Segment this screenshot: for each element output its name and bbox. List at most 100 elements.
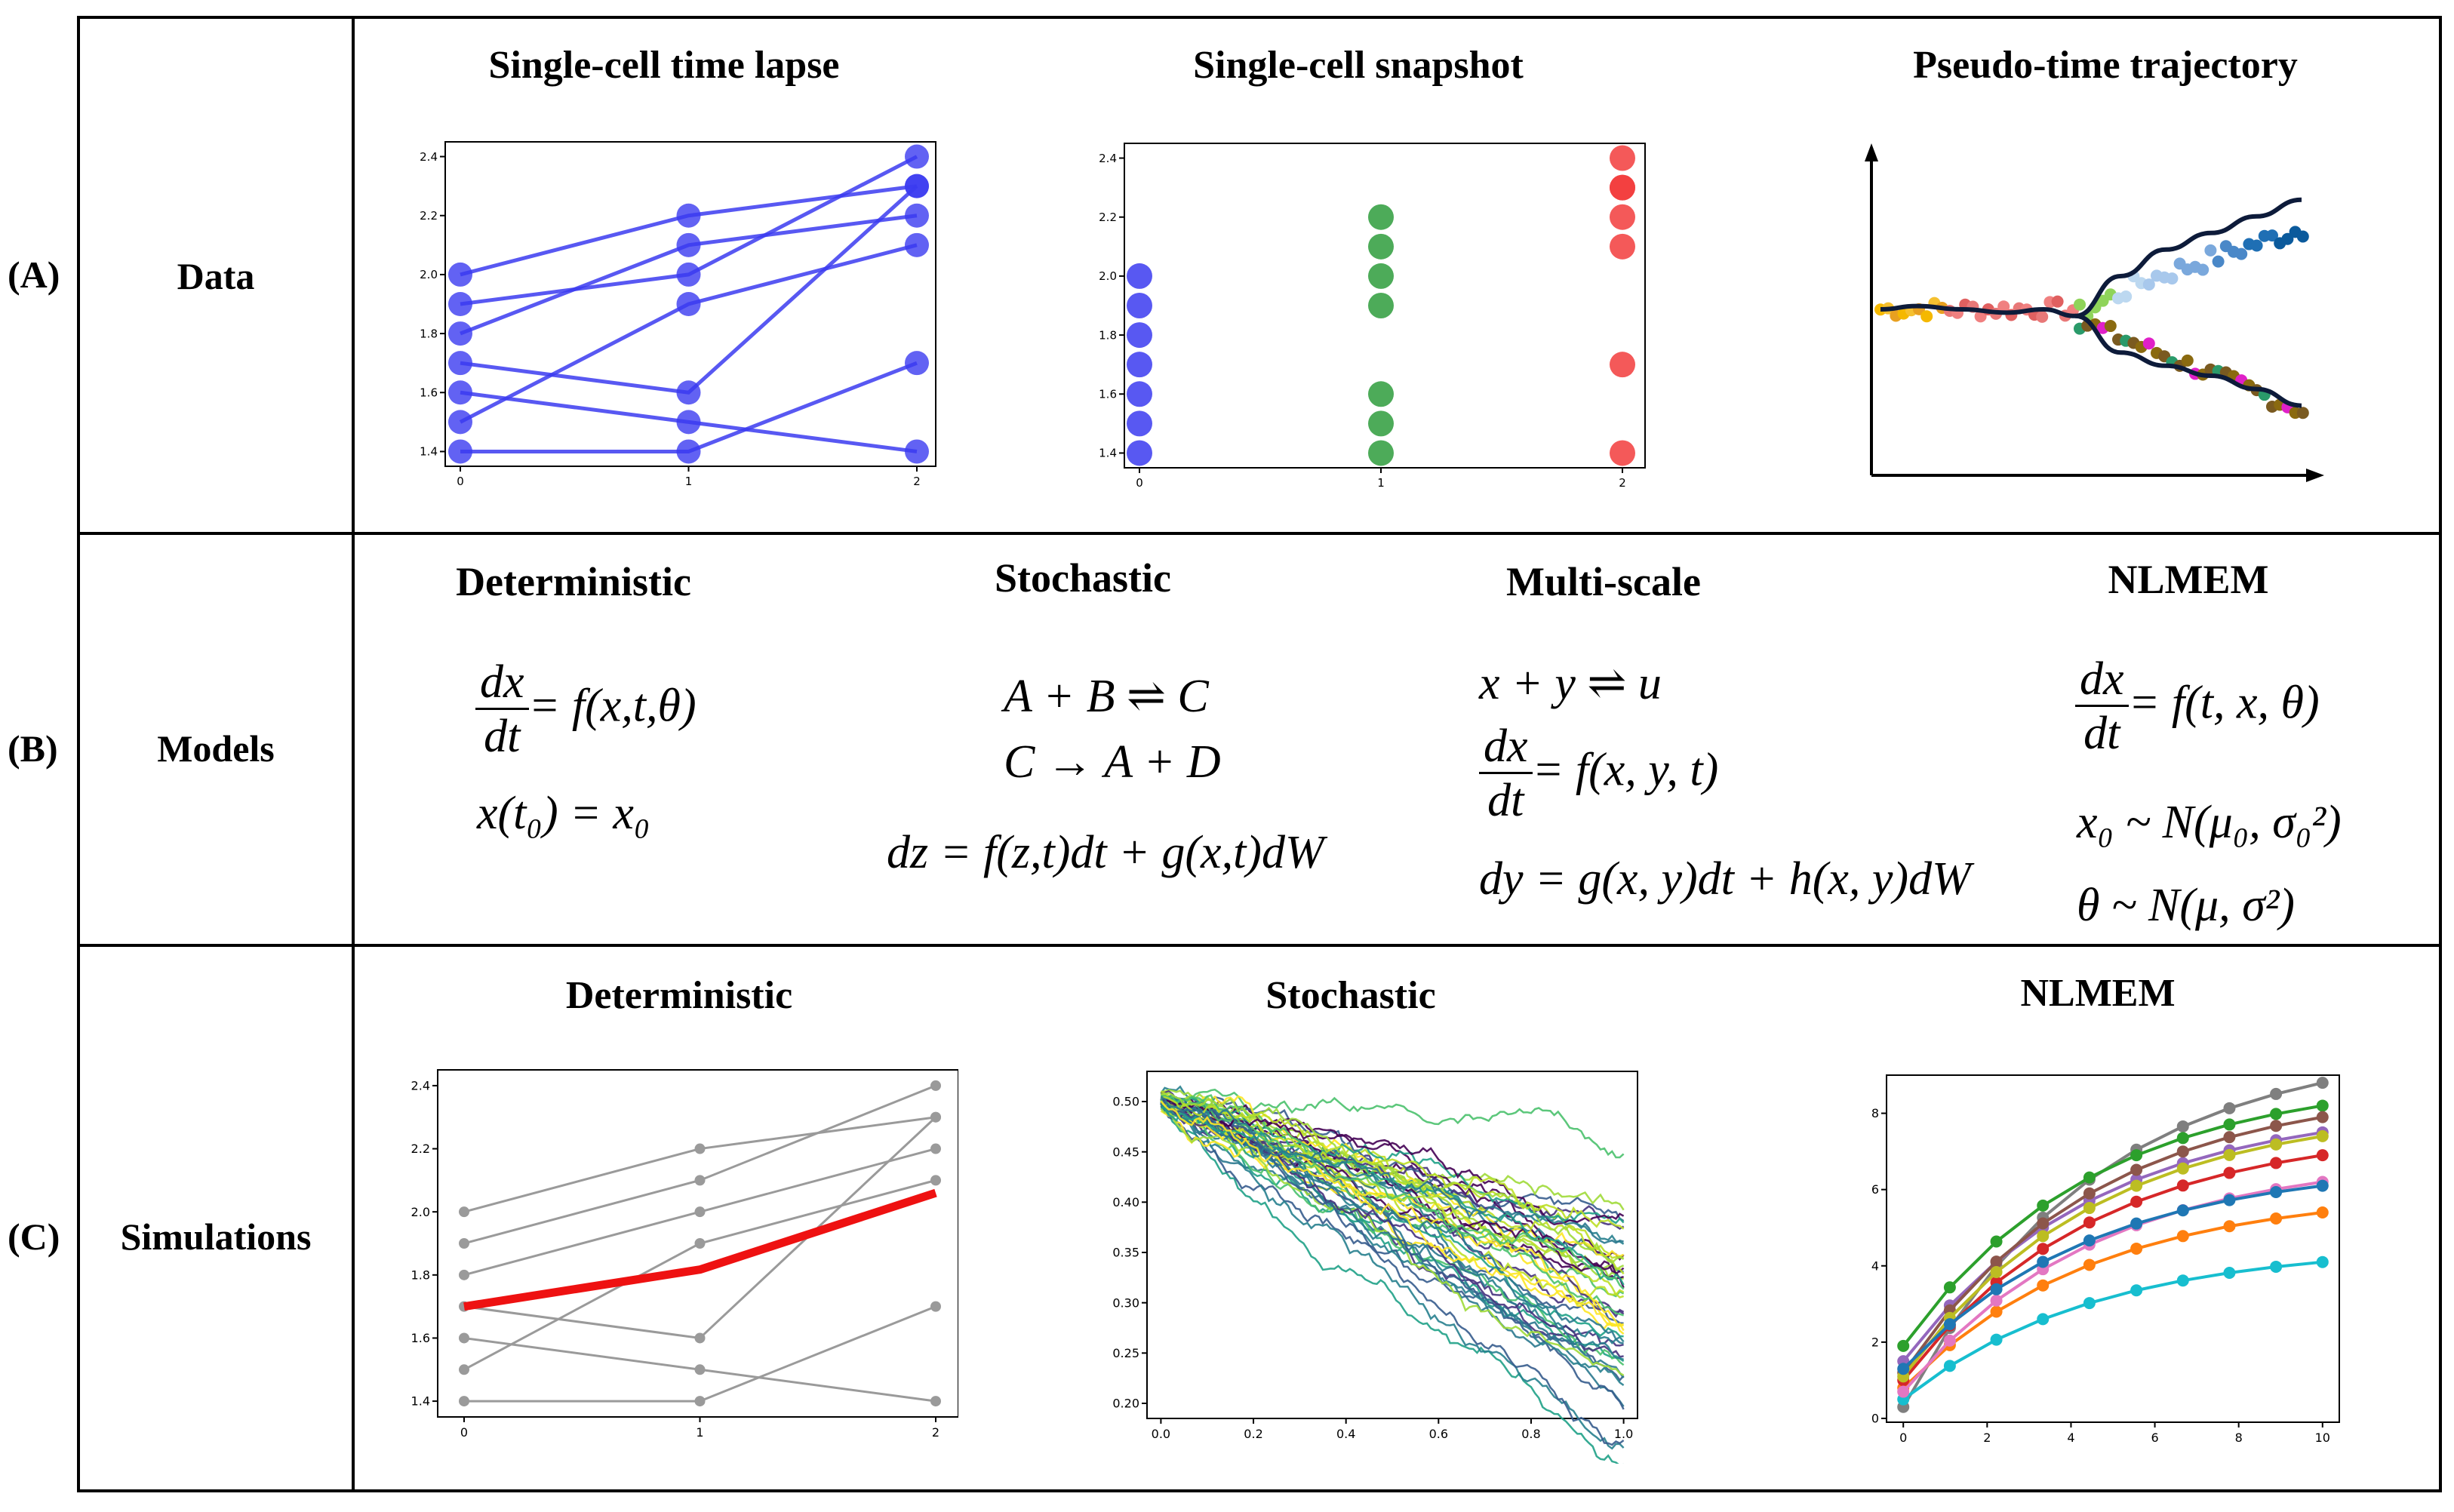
- trajectory-point: [2142, 337, 2155, 350]
- y-tick-label: 2.4: [1099, 152, 1117, 165]
- plot-frame: [1886, 1074, 2340, 1423]
- data-point: [1368, 233, 1394, 260]
- data-point: [1990, 1305, 2003, 1318]
- x-tick-label: 0.8: [1521, 1427, 1540, 1441]
- y-tick-label: 2.0: [420, 268, 438, 281]
- data-point: [676, 410, 701, 435]
- dxdt-fraction: dx dt: [1479, 721, 1533, 828]
- category-models: Models: [157, 727, 275, 770]
- data-point: [676, 262, 701, 287]
- data-point: [2270, 1157, 2283, 1169]
- trajectory-point: [2296, 407, 2309, 419]
- data-point: [676, 203, 701, 228]
- y-tick-label: 2.2: [411, 1142, 430, 1156]
- data-point: [2130, 1179, 2143, 1192]
- data-point: [2037, 1313, 2050, 1326]
- data-point: [2316, 1111, 2329, 1123]
- sample-path: [1160, 1098, 1624, 1280]
- data-point: [2270, 1212, 2283, 1225]
- data-point: [930, 1301, 941, 1312]
- x-tick-label: 4: [2067, 1431, 2074, 1445]
- data-point: [2037, 1255, 2050, 1268]
- nlmem-initial-distribution: x₀ ~ N(μ₀, σ₀²): [2077, 797, 2342, 848]
- y-tick-label: 1.4: [420, 445, 438, 459]
- y-tick-label: 1.6: [1099, 388, 1117, 401]
- trajectory-point: [2181, 354, 2194, 367]
- trajectory-point: [2296, 230, 2309, 243]
- plot-frame: [444, 141, 936, 467]
- data-point: [1990, 1235, 2003, 1248]
- data-point: [2083, 1234, 2096, 1247]
- nlmem-parameter-distribution: θ ~ N(μ, σ²): [2077, 880, 2295, 931]
- sample-path: [1160, 1099, 1625, 1290]
- y-tick-label: 2: [1871, 1335, 1879, 1349]
- data-point: [2176, 1120, 2189, 1132]
- data-point: [1610, 352, 1635, 378]
- data-point: [2037, 1217, 2050, 1230]
- data-point: [1368, 204, 1394, 230]
- data-point: [694, 1238, 706, 1249]
- model-deterministic-title: Deterministic: [456, 559, 691, 604]
- data-point: [1368, 410, 1394, 437]
- snapshot-chart: 1.4 1.6 1.8 2.0 2.2 2.4 0 1 2: [1099, 143, 1646, 490]
- data-point: [1943, 1360, 1956, 1372]
- series-line: [464, 1305, 936, 1403]
- data-point: [2176, 1145, 2189, 1158]
- trajectory-point: [2166, 272, 2179, 285]
- data-point: [1610, 145, 1635, 171]
- model-multiscale-title: Multi-scale: [1506, 559, 1701, 604]
- sample-path: [1160, 1096, 1624, 1244]
- data-point: [448, 410, 472, 435]
- category-simulations: Simulations: [120, 1215, 312, 1258]
- y-tick-label: 1.6: [420, 386, 438, 400]
- series-line: [1902, 1180, 2323, 1393]
- series-line: [1902, 1210, 2323, 1389]
- row-label-c: (C): [8, 1215, 60, 1258]
- data-point: [2130, 1284, 2143, 1297]
- sample-path: [1160, 1110, 1624, 1330]
- stochastic-sde: dz = f(z,t)dt + g(x,t)dW: [887, 827, 1324, 878]
- data-point: [1610, 440, 1635, 466]
- sim-nlmem-title: NLMEM: [2020, 972, 2176, 1015]
- data-point: [2083, 1216, 2096, 1229]
- trajectory-point: [2104, 320, 2117, 333]
- y-tick-label: 1.4: [411, 1394, 430, 1409]
- data-point: [2316, 1206, 2329, 1219]
- data-point: [1897, 1363, 1910, 1375]
- plot-frame: [1146, 1071, 1638, 1419]
- data-point: [905, 351, 929, 376]
- x-tick-label: 0.2: [1244, 1427, 1262, 1441]
- sample-path: [1160, 1093, 1625, 1211]
- y-tick-label: 0: [1871, 1412, 1879, 1426]
- y-tick-label: 0.35: [1112, 1246, 1139, 1260]
- timelapse-chart: 1.4 1.6 1.8 2.0 2.2 2.4 0 1 2: [420, 141, 936, 488]
- data-point: [1127, 410, 1152, 437]
- sample-path: [1160, 1090, 1624, 1305]
- sample-path: [1160, 1101, 1624, 1464]
- data-point: [2083, 1202, 2096, 1215]
- y-tick-label: 2.2: [420, 209, 438, 223]
- data-point: [448, 292, 472, 316]
- x-tick-label: 0: [460, 1425, 468, 1440]
- x-tick-label: 2: [1983, 1431, 1991, 1445]
- data-point: [2083, 1171, 2096, 1184]
- trajectory-point: [1920, 310, 1933, 323]
- row-label-a: (A): [8, 254, 60, 296]
- data-point: [694, 1396, 706, 1407]
- trajectory-point: [2074, 298, 2086, 311]
- data-point: [676, 232, 701, 257]
- data-point: [2316, 1255, 2329, 1268]
- data-point: [2130, 1195, 2143, 1208]
- data-point: [448, 380, 472, 405]
- category-data: Data: [177, 255, 255, 297]
- data-point: [676, 380, 701, 405]
- sim-nlmem-chart: 0 2 4 6 8 0 2 4 6 8 10: [1871, 1074, 2340, 1445]
- data-point: [2270, 1138, 2283, 1151]
- data-point: [2270, 1185, 2283, 1198]
- series-line: [1902, 1130, 2323, 1363]
- data-point: [2083, 1187, 2096, 1200]
- deterministic-ode: dx dt = f(x,t,θ): [475, 656, 697, 764]
- data-point: [2223, 1148, 2236, 1161]
- sample-path: [1160, 1108, 1625, 1376]
